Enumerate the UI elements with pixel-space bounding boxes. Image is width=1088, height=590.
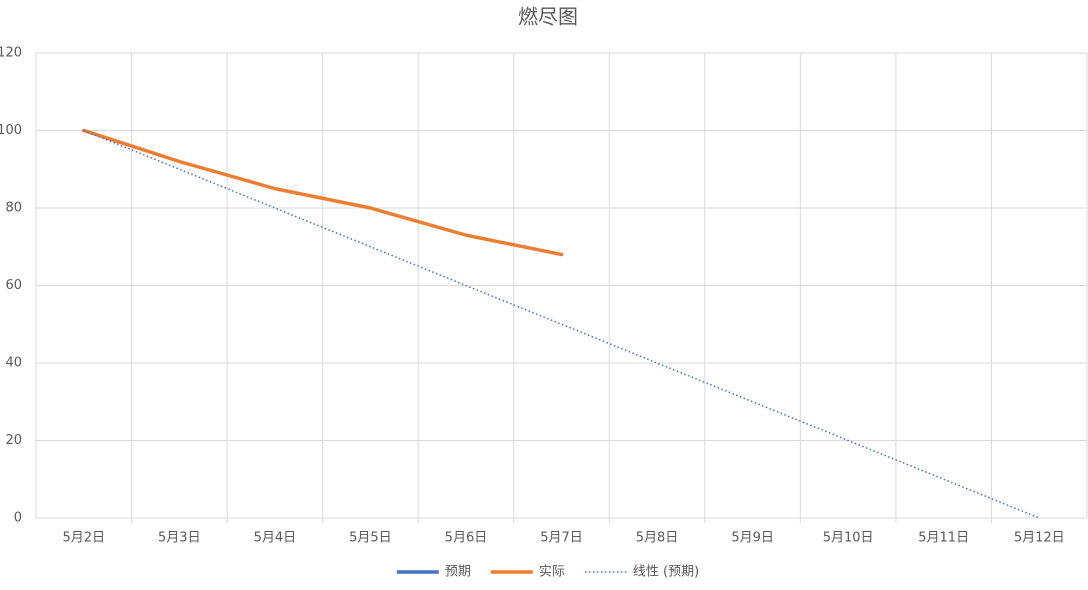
x-tick-label: 5月7日 xyxy=(540,531,583,546)
x-tick-label: 5月10日 xyxy=(823,531,874,546)
y-tick-label: 60 xyxy=(5,278,22,293)
legend-label: 线性 (预期) xyxy=(633,565,699,580)
chart-title: 燃尽图 xyxy=(518,5,578,29)
x-tick-label: 5月2日 xyxy=(62,531,105,546)
x-tick-label: 5月6日 xyxy=(445,531,488,546)
y-tick-label: 120 xyxy=(0,46,22,61)
x-tick-label: 5月5日 xyxy=(349,531,392,546)
x-tick-label: 5月9日 xyxy=(731,531,774,546)
y-tick-label: 0 xyxy=(14,511,22,526)
legend-label: 预期 xyxy=(445,565,471,580)
x-tick-label: 5月12日 xyxy=(1014,531,1065,546)
x-tick-label: 5月3日 xyxy=(158,531,201,546)
x-tick-label: 5月4日 xyxy=(254,531,297,546)
x-tick-label: 5月11日 xyxy=(918,531,969,546)
series-line xyxy=(82,128,564,257)
y-tick-label: 100 xyxy=(0,123,22,138)
y-tick-label: 40 xyxy=(5,356,22,371)
x-tick-label: 5月8日 xyxy=(636,531,679,546)
legend-label: 实际 xyxy=(539,565,565,580)
y-tick-label: 80 xyxy=(5,201,22,216)
y-tick-label: 20 xyxy=(5,433,22,448)
